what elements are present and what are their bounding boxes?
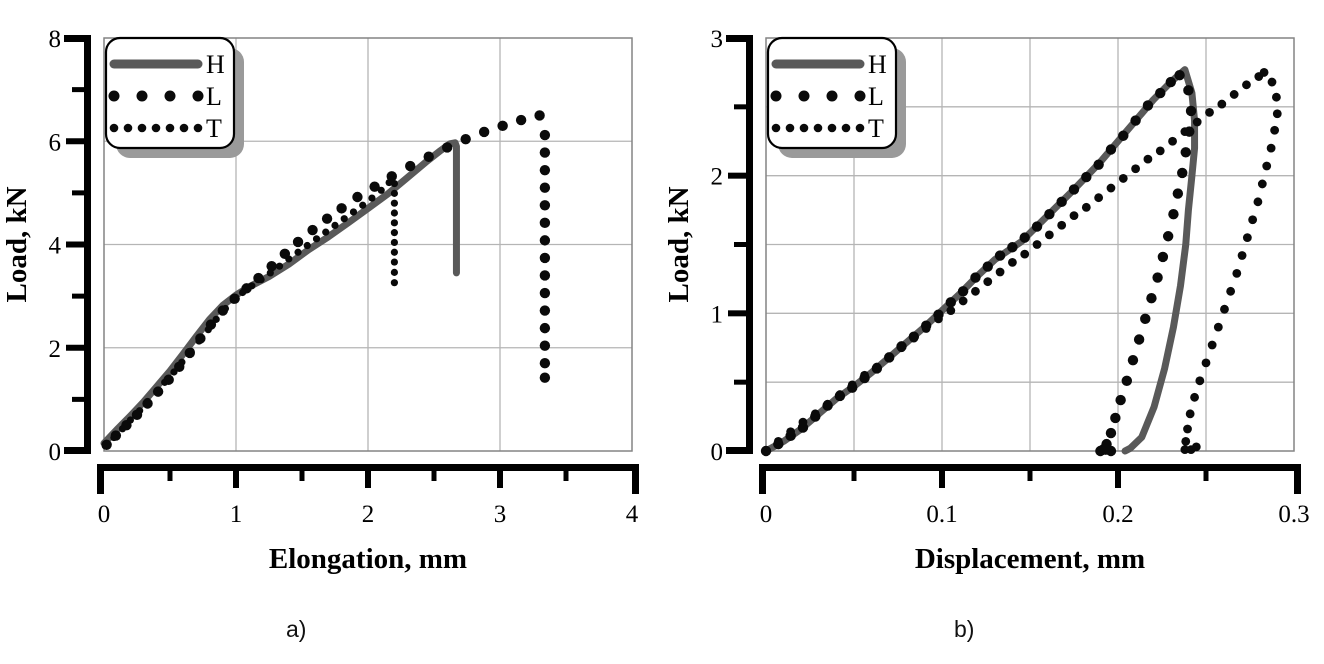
x-tick-label: 3 xyxy=(494,501,507,528)
caption-a: a) xyxy=(286,616,307,642)
x-tick-label: 0.2 xyxy=(1102,501,1133,528)
legend-dot-sample xyxy=(785,123,795,133)
legend-label: H xyxy=(868,50,887,79)
legend-dot-sample xyxy=(151,123,161,133)
y-axis-ruler: 0 1 2 3 Load, kN xyxy=(663,26,753,466)
x-tick-label: 0 xyxy=(760,501,773,528)
series-L xyxy=(101,110,551,451)
chart-b-plot: 0 0.1 0.2 0.3 Displacement, mm 0 1 2 3 Load, kN HL… xyxy=(663,26,1310,575)
x-tick-label: 0.3 xyxy=(1278,501,1309,528)
y-tick-label: 3 xyxy=(711,26,724,53)
legend-dot-sample xyxy=(123,123,133,133)
legend-dot-sample xyxy=(826,90,838,102)
series-T xyxy=(101,178,398,450)
legend-label: H xyxy=(206,50,225,79)
legend-dot-sample xyxy=(108,90,120,102)
x-axis-ruler: 0 0.1 0.2 0.3 Displacement, mm xyxy=(759,464,1310,575)
legend-dot-sample xyxy=(109,123,119,133)
y-axis-title: Load, kN xyxy=(1,186,33,302)
x-tick-label: 4 xyxy=(626,501,639,528)
x-tick-label: 0.1 xyxy=(926,501,957,528)
x-axis-title: Displacement, mm xyxy=(915,543,1145,575)
plot-frame xyxy=(765,37,1295,452)
legend-dot-sample xyxy=(137,123,147,133)
legend-dot-sample xyxy=(827,123,837,133)
legend-label: L xyxy=(868,82,884,111)
legend-dot-sample xyxy=(855,123,865,133)
legend-dot-sample xyxy=(179,123,189,133)
y-tick-label: 2 xyxy=(49,336,62,363)
x-axis-ruler: 0 1 2 3 4 Elongation, mm xyxy=(97,464,639,575)
y-tick-label: 6 xyxy=(49,129,62,156)
y-tick-label: 4 xyxy=(49,233,62,260)
legend-dot-sample xyxy=(841,123,851,133)
x-axis-title: Elongation, mm xyxy=(269,543,467,575)
y-axis-title: Load, kN xyxy=(663,186,695,302)
chart-a: 0 1 2 3 4 Elongation, mm 0 2 4 6 8 Load, kN H L T a) xyxy=(1,26,639,642)
y-tick-label: 2 xyxy=(711,164,724,191)
y-axis-ruler: 0 2 4 6 8 Load, kN xyxy=(1,26,91,466)
legend-dot-sample xyxy=(165,123,175,133)
legend-label: T xyxy=(206,114,222,143)
legend-dot-sample xyxy=(136,90,148,102)
series-H xyxy=(100,139,460,447)
y-tick-label: 0 xyxy=(711,439,724,466)
chart-a-plot: 0 1 2 3 4 Elongation, mm 0 2 4 6 8 Load, kN HLT xyxy=(1,26,639,575)
y-tick-label: 8 xyxy=(49,26,62,53)
plot-frame xyxy=(103,37,633,452)
legend: HLT xyxy=(104,36,244,158)
x-tick-label: 0 xyxy=(98,501,111,528)
legend: HLT xyxy=(766,36,906,158)
legend-dot-sample xyxy=(813,123,823,133)
y-tick-label: 1 xyxy=(711,301,724,328)
legend-dot-sample xyxy=(799,123,809,133)
chart-b: 0 0.1 0.2 0.3 Displacement, mm 0 1 2 3 Load, kN H L… xyxy=(662,0,1324,664)
legend-label: T xyxy=(868,114,884,143)
legend-label: L xyxy=(206,82,222,111)
legend-dot-sample xyxy=(798,90,810,102)
legend-dot-sample xyxy=(164,90,176,102)
legend-dot-sample xyxy=(770,90,782,102)
legend-dot-sample xyxy=(854,90,866,102)
series-T xyxy=(761,68,1282,456)
legend-dot-sample xyxy=(192,90,204,102)
x-tick-label: 1 xyxy=(230,501,243,528)
y-tick-label: 0 xyxy=(49,439,62,466)
caption-b: b) xyxy=(954,616,975,642)
x-tick-label: 2 xyxy=(362,501,375,528)
legend-dot-sample xyxy=(771,123,781,133)
legend-dot-sample xyxy=(193,123,203,133)
